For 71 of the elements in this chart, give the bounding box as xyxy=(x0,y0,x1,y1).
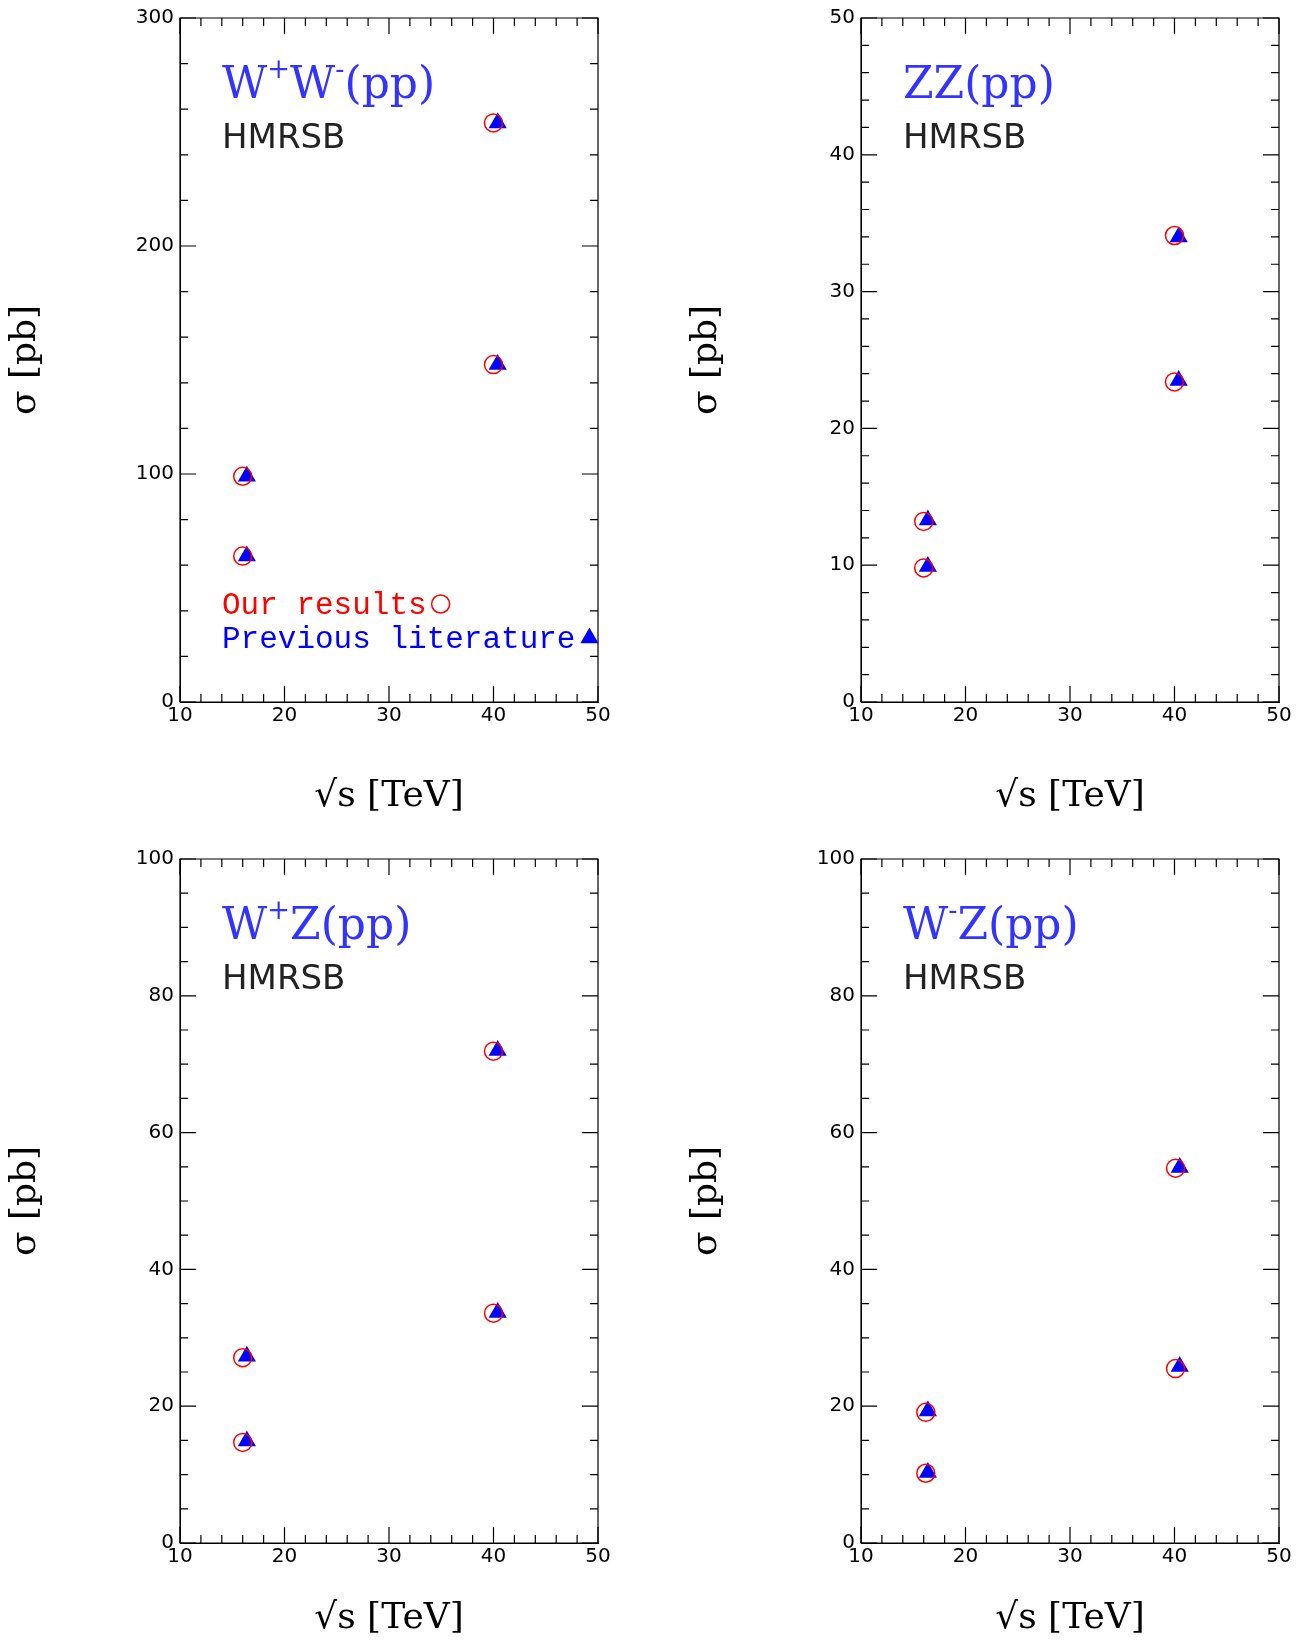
y-tick-label: 100 xyxy=(135,460,174,485)
y-tick-label: 60 xyxy=(829,1118,855,1143)
y-tick-label: 200 xyxy=(135,232,174,257)
y-tick-label: 80 xyxy=(829,982,855,1006)
x-tick-label: 40 xyxy=(480,1543,507,1568)
point xyxy=(916,1402,936,1423)
x-tick-label: 20 xyxy=(271,702,298,727)
text: W+Z(pp) xyxy=(222,894,412,949)
legend-label: Our results xyxy=(222,588,427,623)
x-tick-label: 30 xyxy=(376,702,402,727)
text: W+W-(pp) xyxy=(222,53,436,108)
y-axis-title: σ [pb] xyxy=(682,1145,724,1257)
point xyxy=(1165,1358,1186,1379)
point xyxy=(1164,225,1185,246)
x-tick-label: 50 xyxy=(1266,1543,1292,1568)
point xyxy=(919,1401,937,1417)
y-tick-label: 80 xyxy=(148,982,174,1006)
x-axis-title: √s [TeV] xyxy=(995,1594,1145,1636)
x-tick-label: 20 xyxy=(952,702,979,727)
y-axis-title: σ [pb] xyxy=(1,304,43,416)
point xyxy=(232,1347,253,1368)
x-tick-label: 20 xyxy=(952,1543,979,1568)
y-tick-label: 40 xyxy=(148,1255,174,1280)
x-tick-label: 50 xyxy=(585,702,611,727)
point xyxy=(919,1462,937,1478)
point xyxy=(232,1432,253,1453)
point xyxy=(483,354,504,375)
point xyxy=(916,1463,936,1483)
text: ZZ(pp) xyxy=(903,57,1055,108)
annotation: HMRSB xyxy=(222,957,346,997)
y-tick-label: 20 xyxy=(829,414,855,439)
x-tick-label: 30 xyxy=(1057,1543,1083,1568)
annotation: HMRSB xyxy=(903,957,1027,997)
x-axis-title: √s [TeV] xyxy=(314,1594,464,1636)
point xyxy=(232,546,253,566)
x-tick-label: 50 xyxy=(1266,702,1292,727)
x-axis-title: √s [TeV] xyxy=(314,772,464,814)
y-tick-label: 10 xyxy=(829,551,855,576)
point xyxy=(1170,227,1188,243)
point xyxy=(913,511,934,532)
annotation: HMRSB xyxy=(903,116,1027,156)
y-axis-title: σ [pb] xyxy=(1,1145,43,1257)
point xyxy=(1165,1158,1186,1178)
point xyxy=(483,1041,504,1061)
y-tick-label: 300 xyxy=(135,4,174,29)
y-tick-label: 60 xyxy=(148,1118,174,1143)
x-tick-label: 40 xyxy=(1161,702,1188,727)
y-tick-label: 100 xyxy=(816,845,855,870)
legend-label: Previous literature xyxy=(222,622,576,657)
x-tick-label: 50 xyxy=(585,1543,611,1568)
x-tick-label: 40 xyxy=(480,702,507,727)
text: W-Z(pp) xyxy=(903,894,1079,949)
annotation: HMRSB xyxy=(222,116,346,156)
y-tick-label: 40 xyxy=(829,141,855,165)
y-tick-label: 100 xyxy=(135,845,174,870)
point xyxy=(483,1303,504,1323)
x-tick-label: 30 xyxy=(1057,702,1083,727)
x-tick-label: 30 xyxy=(376,1543,402,1568)
y-tick-label: 30 xyxy=(829,277,855,302)
point xyxy=(1164,372,1185,392)
point xyxy=(913,558,934,578)
x-tick-label: 40 xyxy=(1161,1543,1188,1568)
point xyxy=(232,466,253,487)
point xyxy=(483,113,504,133)
y-axis-title: σ [pb] xyxy=(682,304,724,416)
y-tick-label: 20 xyxy=(829,1392,855,1417)
y-tick-label: 50 xyxy=(829,4,855,29)
y-tick-label: 40 xyxy=(829,1255,855,1280)
x-tick-label: 20 xyxy=(271,1543,298,1568)
x-axis-title: √s [TeV] xyxy=(995,772,1145,814)
y-tick-label: 20 xyxy=(148,1392,174,1417)
